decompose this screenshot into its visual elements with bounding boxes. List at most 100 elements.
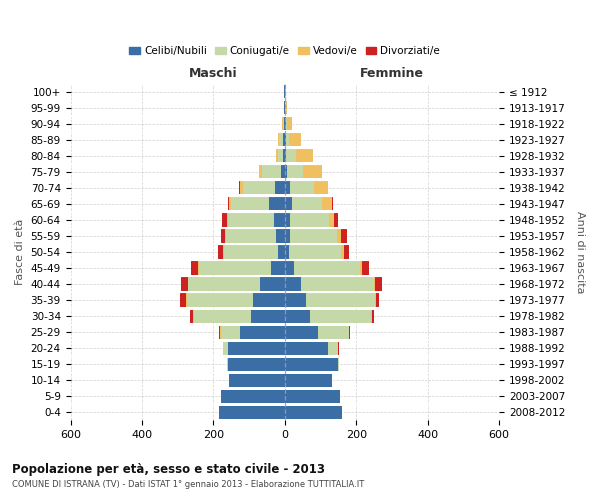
Bar	[283, 117, 284, 130]
Text: Maschi: Maschi	[189, 68, 238, 80]
Bar	[285, 246, 289, 258]
Bar	[374, 278, 375, 290]
Bar	[344, 246, 349, 258]
Bar	[286, 133, 289, 146]
Bar	[223, 342, 227, 354]
Bar	[285, 342, 328, 354]
Bar	[285, 214, 290, 226]
Bar	[224, 246, 278, 258]
Bar	[223, 246, 224, 258]
Bar	[322, 198, 332, 210]
Bar	[278, 149, 283, 162]
Bar	[228, 198, 229, 210]
Bar	[240, 182, 244, 194]
Bar	[285, 390, 340, 403]
Bar	[285, 358, 338, 371]
Bar	[226, 230, 276, 242]
Bar	[285, 278, 301, 290]
Bar	[186, 294, 187, 306]
Bar	[296, 149, 313, 162]
Bar	[317, 326, 349, 338]
Bar	[227, 214, 274, 226]
Bar	[227, 358, 285, 371]
Bar	[337, 230, 341, 242]
Bar	[229, 374, 285, 387]
Bar	[285, 133, 286, 146]
Text: Femmine: Femmine	[360, 68, 424, 80]
Bar	[375, 278, 382, 290]
Bar	[219, 406, 285, 419]
Bar	[294, 262, 360, 274]
Bar	[285, 117, 286, 130]
Bar	[289, 246, 341, 258]
Bar	[229, 198, 231, 210]
Bar	[260, 278, 285, 290]
Bar	[285, 262, 294, 274]
Bar	[285, 182, 290, 194]
Bar	[191, 262, 199, 274]
Bar	[286, 149, 296, 162]
Legend: Celibi/Nubili, Coniugati/e, Vedovi/e, Divorziati/e: Celibi/Nubili, Coniugati/e, Vedovi/e, Di…	[125, 42, 445, 60]
Bar	[292, 198, 322, 210]
Bar	[219, 326, 220, 338]
Bar	[360, 262, 362, 274]
Bar	[262, 166, 281, 178]
Bar	[285, 198, 292, 210]
Bar	[332, 198, 334, 210]
Bar	[285, 406, 342, 419]
Bar	[278, 133, 279, 146]
Bar	[287, 117, 292, 130]
Bar	[306, 294, 375, 306]
Bar	[328, 342, 338, 354]
Bar	[329, 214, 334, 226]
Bar	[310, 310, 371, 322]
Bar	[285, 166, 287, 178]
Bar	[285, 85, 286, 98]
Bar	[187, 294, 253, 306]
Y-axis label: Fasce di età: Fasce di età	[15, 219, 25, 285]
Bar	[221, 390, 285, 403]
Bar	[287, 166, 303, 178]
Bar	[314, 182, 328, 194]
Bar	[283, 133, 285, 146]
Bar	[290, 214, 329, 226]
Bar	[303, 166, 322, 178]
Bar	[286, 117, 287, 130]
Bar	[221, 326, 240, 338]
Bar	[371, 310, 374, 322]
Bar	[334, 214, 338, 226]
Bar	[285, 374, 332, 387]
Bar	[290, 230, 337, 242]
Bar	[362, 262, 369, 274]
Bar	[285, 310, 310, 322]
Bar	[285, 149, 286, 162]
Bar	[221, 230, 225, 242]
Bar	[285, 294, 306, 306]
Bar	[284, 117, 285, 130]
Bar	[274, 214, 285, 226]
Bar	[190, 310, 193, 322]
Bar	[279, 133, 283, 146]
Bar	[375, 294, 376, 306]
Bar	[301, 278, 374, 290]
Bar	[289, 133, 301, 146]
Bar	[181, 278, 188, 290]
Bar	[282, 117, 283, 130]
Bar	[290, 182, 314, 194]
Bar	[259, 166, 262, 178]
Bar	[239, 182, 240, 194]
Text: Popolazione per età, sesso e stato civile - 2013: Popolazione per età, sesso e stato civil…	[12, 462, 325, 475]
Bar	[180, 294, 186, 306]
Bar	[194, 310, 251, 322]
Bar	[251, 310, 285, 322]
Bar	[349, 326, 350, 338]
Bar	[269, 198, 285, 210]
Bar	[271, 262, 285, 274]
Bar	[240, 326, 285, 338]
Bar	[231, 198, 269, 210]
Bar	[276, 149, 278, 162]
Bar	[275, 182, 285, 194]
Bar	[285, 230, 290, 242]
Bar	[227, 342, 285, 354]
Bar	[341, 230, 347, 242]
